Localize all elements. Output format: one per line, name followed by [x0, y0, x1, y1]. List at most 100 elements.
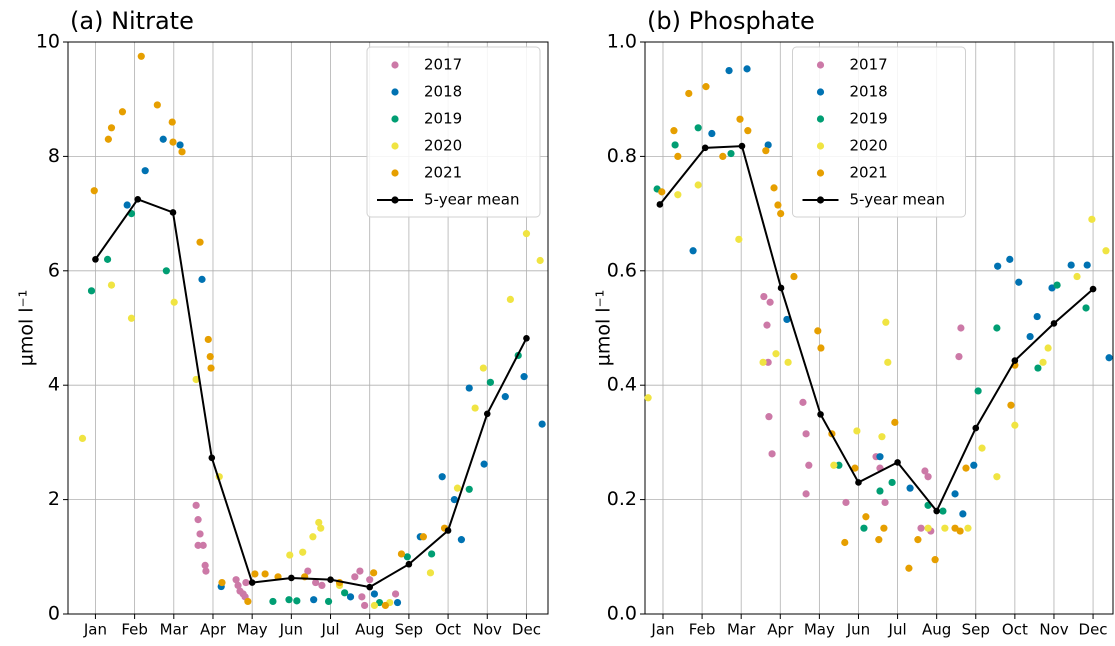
y-axis-label: µmol l⁻¹ — [16, 290, 38, 366]
data-point — [506, 295, 514, 303]
data-point — [351, 573, 359, 581]
mean-point — [288, 574, 295, 582]
data-point — [955, 353, 963, 361]
data-point — [153, 101, 161, 109]
legend-label: 2018 — [850, 83, 888, 101]
legend-label: 2017 — [850, 56, 888, 74]
x-tick-label: Jun — [846, 621, 870, 639]
data-point — [906, 484, 914, 492]
data-point — [206, 353, 214, 361]
data-point — [1015, 278, 1023, 286]
data-point — [361, 601, 369, 610]
data-point — [784, 358, 792, 366]
data-point — [689, 247, 697, 255]
panel-title: (b) Phosphate — [647, 7, 815, 35]
data-point — [391, 590, 400, 598]
data-point — [356, 567, 364, 575]
data-point — [1105, 354, 1113, 362]
data-point — [465, 384, 473, 392]
data-point — [658, 188, 666, 196]
y-tick-label: 0.0 — [607, 603, 637, 625]
data-point — [403, 553, 411, 561]
data-point — [762, 147, 770, 155]
data-point — [974, 387, 982, 395]
x-tick-label: Jan — [83, 621, 107, 639]
legend-marker — [391, 115, 399, 123]
data-point — [891, 418, 899, 426]
data-point — [768, 450, 776, 458]
legend-label: 5-year mean — [424, 191, 519, 209]
data-point — [993, 473, 1001, 481]
x-tick-label: Oct — [435, 621, 461, 639]
data-point — [674, 152, 682, 160]
x-tick-label: Dec — [1079, 621, 1108, 639]
data-point — [428, 550, 436, 558]
data-point — [1011, 421, 1019, 429]
data-point — [196, 530, 204, 538]
x-tick-label: Apr — [767, 621, 794, 639]
data-point — [87, 287, 96, 295]
data-point — [764, 358, 772, 366]
mean-point — [169, 209, 177, 216]
data-point — [777, 210, 785, 218]
data-point — [218, 578, 226, 587]
data-point — [702, 83, 710, 91]
data-point — [370, 569, 378, 577]
data-point — [538, 420, 546, 428]
data-point — [924, 473, 932, 481]
legend-label: 2019 — [850, 110, 888, 128]
y-tick-label: 1.0 — [607, 31, 637, 53]
data-point — [876, 453, 884, 461]
data-point — [978, 444, 986, 452]
legend-label: 2021 — [850, 164, 888, 182]
data-point — [318, 581, 326, 590]
data-point — [162, 267, 170, 275]
data-point — [924, 524, 932, 532]
legend-marker — [391, 61, 399, 69]
data-point — [438, 473, 446, 481]
panel: 0.0 0.2 0.4 0.6 0.8 1.0 Jan Feb Mar Apr May Jun Jul A… — [593, 7, 1114, 639]
data-point — [888, 478, 896, 487]
data-point — [962, 464, 970, 472]
data-point — [309, 533, 317, 541]
data-point — [207, 364, 215, 372]
data-point — [1053, 281, 1061, 289]
data-point — [141, 167, 149, 175]
data-point — [465, 485, 473, 493]
data-point — [486, 378, 494, 386]
legend-label: 2019 — [424, 110, 462, 128]
data-point — [853, 427, 861, 435]
legend-marker — [391, 169, 399, 177]
mean-point — [134, 196, 142, 203]
data-point — [764, 141, 772, 149]
data-point — [914, 536, 922, 544]
legend-marker — [816, 115, 825, 123]
data-point — [994, 262, 1002, 270]
x-tick-label: Oct — [1002, 621, 1028, 639]
data-point — [346, 593, 355, 601]
data-point — [1083, 261, 1091, 269]
data-point — [842, 498, 850, 507]
data-point — [802, 430, 810, 438]
y-tick-label: 8 — [48, 145, 60, 167]
data-point — [956, 527, 964, 535]
data-point — [881, 498, 889, 507]
data-point — [244, 597, 252, 606]
data-point — [480, 460, 488, 468]
data-point — [520, 373, 528, 381]
y-tick-label: 0 — [48, 603, 60, 625]
data-point — [765, 413, 773, 421]
data-point — [736, 115, 744, 123]
x-tick-label: Dec — [512, 621, 541, 639]
data-point — [324, 597, 333, 606]
data-point — [196, 238, 204, 246]
data-point — [875, 536, 883, 544]
x-tick-label: Aug — [355, 621, 384, 639]
panel-title: (a) Nitrate — [70, 7, 194, 35]
data-point — [107, 124, 116, 132]
x-tick-label: May — [804, 621, 835, 639]
x-tick-label: Jul — [888, 621, 907, 639]
data-point — [192, 375, 200, 384]
data-point — [744, 127, 752, 135]
data-point — [194, 541, 202, 549]
